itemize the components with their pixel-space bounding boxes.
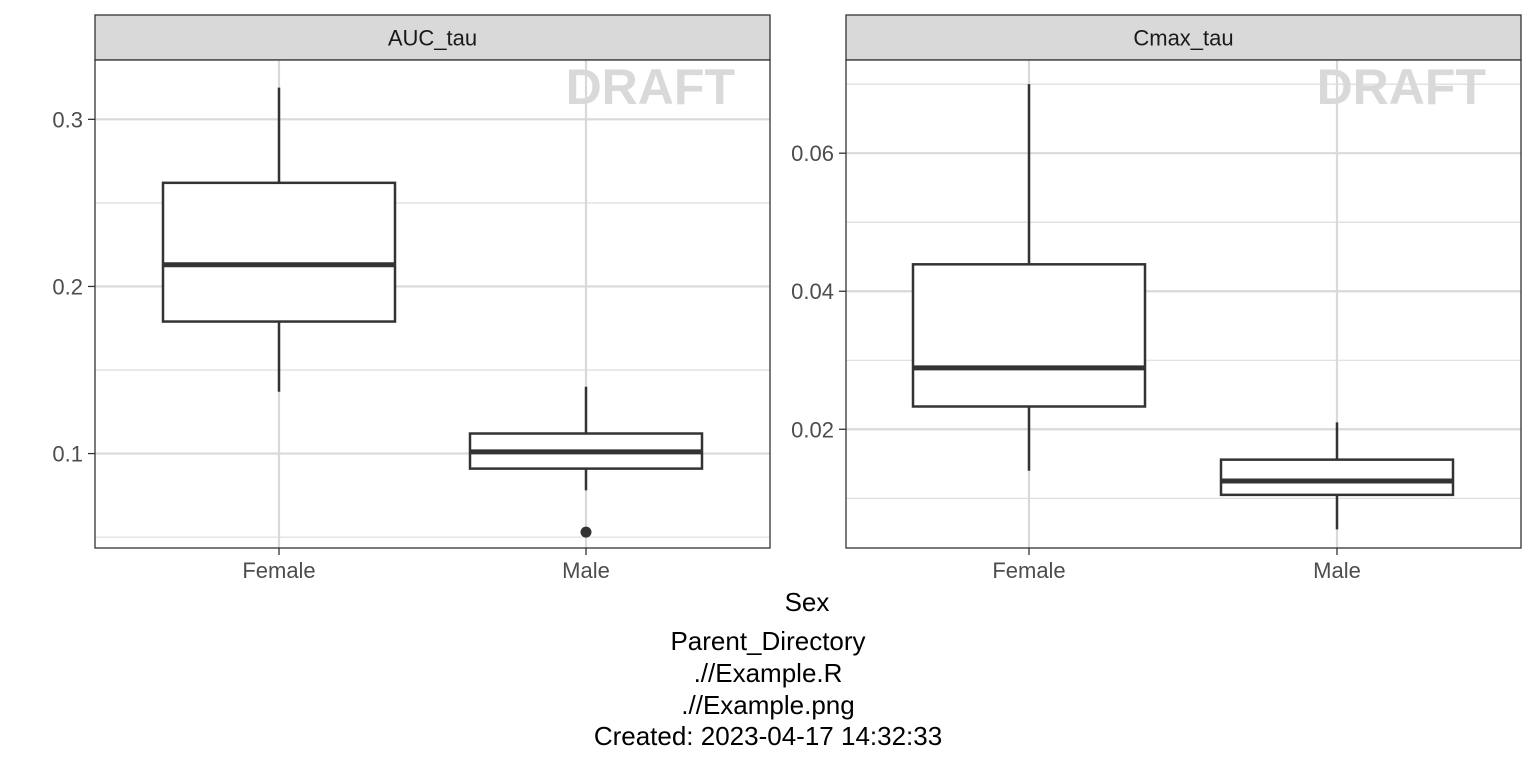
x-tick-label: Female — [992, 558, 1065, 583]
interquartile-box — [161, 181, 397, 323]
x-tick-label: Male — [1313, 558, 1361, 583]
facet-strip — [845, 14, 1522, 61]
box-female — [911, 84, 1147, 471]
footer-line-4: Created: 2023-04-17 14:32:33 — [593, 721, 943, 751]
footer-line-1: Parent_Directory — [670, 626, 866, 656]
facet-title: Cmax_tau — [1133, 26, 1233, 51]
box-male — [1219, 422, 1455, 530]
y-tick-label: 0.1 — [52, 442, 83, 467]
footer-line-2: .//Example.R — [693, 658, 843, 688]
panel-border — [94, 59, 771, 549]
x-tick-label: Female — [242, 558, 315, 583]
y-tick-label: 0.02 — [791, 417, 834, 442]
facet-strip — [94, 14, 771, 61]
y-tick-label: 0.04 — [791, 279, 834, 304]
panel-cmax-tau: Cmax_tau DRAFT 0.02 0.04 0.06 Female Male — [791, 14, 1522, 583]
draft-watermark: DRAFT — [566, 59, 735, 115]
interquartile-box — [911, 263, 1147, 408]
interquartile-box — [1219, 458, 1455, 497]
box-male — [468, 386, 704, 538]
panel-border — [845, 59, 1522, 549]
outlier-point — [580, 526, 592, 538]
panel-auc-tau: AUC_tau DRAFT 0.1 0.2 0.3 Female Male — [52, 14, 771, 583]
x-tick-label: Male — [562, 558, 610, 583]
box-female — [161, 87, 397, 392]
y-tick-label: 0.2 — [52, 274, 83, 299]
draft-watermark: DRAFT — [1317, 59, 1486, 115]
y-tick-label: 0.06 — [791, 141, 834, 166]
x-axis-title: Sex — [785, 587, 830, 617]
y-tick-label: 0.3 — [52, 107, 83, 132]
facet-title: AUC_tau — [388, 26, 477, 51]
footer-line-3: .//Example.png — [681, 690, 855, 720]
